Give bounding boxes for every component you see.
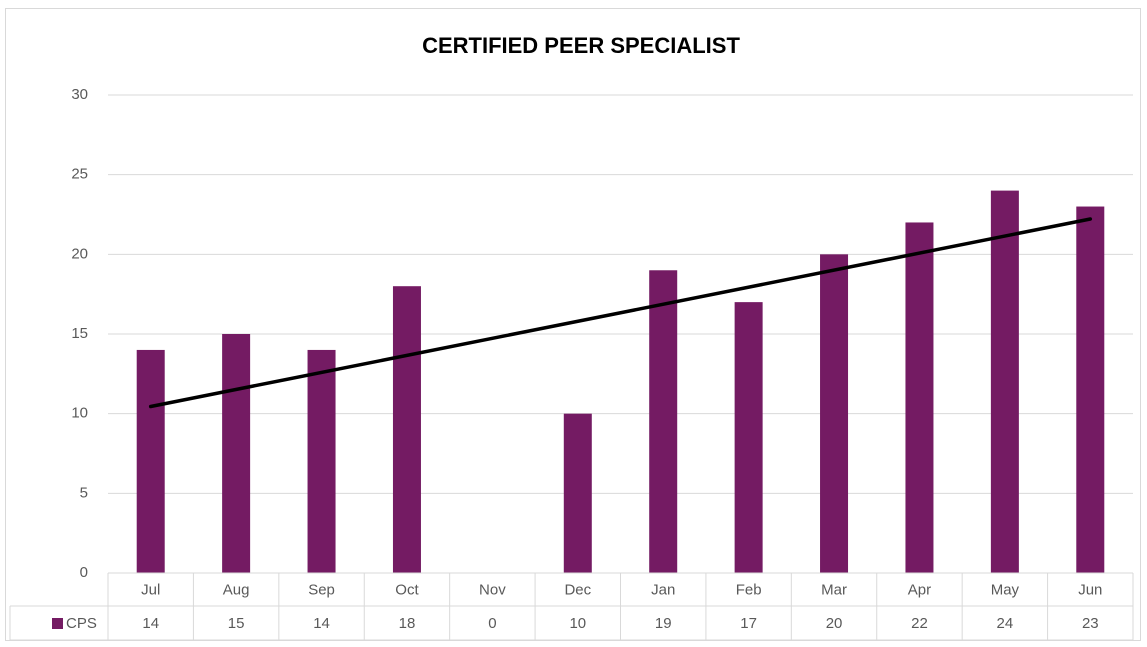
bar (905, 222, 934, 573)
y-tick-label: 20 (71, 245, 88, 262)
bar (222, 334, 251, 573)
table-value: 24 (997, 615, 1014, 632)
x-tick-label: Aug (223, 581, 250, 598)
chart-title: CERTIFIED PEER SPECIALIST (422, 33, 740, 58)
bar (820, 254, 849, 574)
x-tick-label: Oct (395, 581, 419, 598)
x-tick-label: Dec (564, 581, 591, 598)
x-tick-label: May (991, 581, 1020, 598)
x-tick-label: Nov (479, 581, 506, 598)
table-value: 10 (569, 615, 586, 632)
x-tick-label: Feb (736, 581, 762, 598)
y-tick-label: 0 (80, 564, 88, 581)
table-value: 14 (313, 615, 330, 632)
legend-label: CPS (66, 615, 97, 632)
bar (392, 286, 421, 573)
bar (1076, 206, 1105, 574)
y-tick-label: 25 (71, 166, 88, 183)
bar (563, 413, 592, 573)
x-tick-label: Jun (1078, 581, 1102, 598)
y-tick-label: 10 (71, 405, 88, 422)
bar (990, 190, 1019, 573)
table-value: 15 (228, 615, 245, 632)
table-value: 14 (142, 615, 159, 632)
bar (136, 349, 165, 573)
table-value: 0 (488, 615, 496, 632)
y-tick-label: 15 (71, 325, 88, 342)
y-tick-label: 30 (71, 86, 88, 103)
trendline (148, 217, 1093, 409)
x-tick-label: Jul (141, 581, 160, 598)
bar (734, 302, 763, 573)
bar (649, 270, 678, 573)
table-value: 19 (655, 615, 672, 632)
table-value: 22 (911, 615, 928, 632)
table-value: 23 (1082, 615, 1099, 632)
y-tick-label: 5 (80, 484, 88, 501)
x-tick-label: Apr (908, 581, 931, 598)
table-value: 18 (399, 615, 416, 632)
bar (307, 349, 336, 573)
legend-key (52, 618, 63, 629)
table-value: 20 (826, 615, 843, 632)
x-tick-label: Jan (651, 581, 675, 598)
x-tick-label: Mar (821, 581, 847, 598)
table-value: 17 (740, 615, 757, 632)
x-tick-label: Sep (308, 581, 335, 598)
